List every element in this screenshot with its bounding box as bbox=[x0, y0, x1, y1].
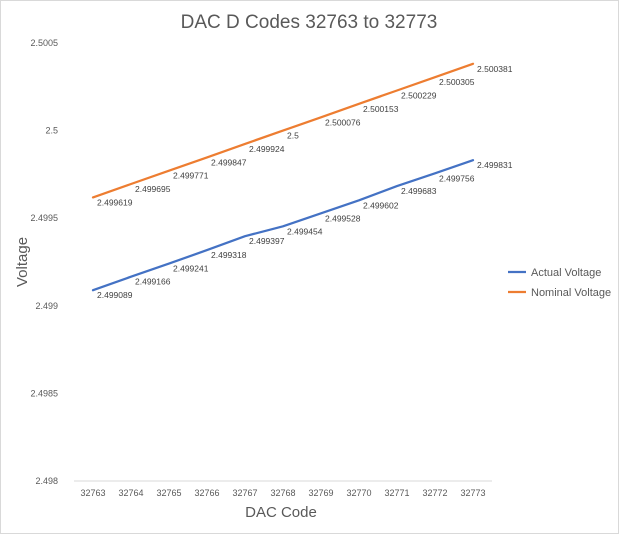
legend: Actual Voltage Nominal Voltage bbox=[508, 267, 611, 299]
x-tick-label: 32770 bbox=[346, 488, 371, 498]
x-tick-label: 32766 bbox=[194, 488, 219, 498]
data-label: 2.499756 bbox=[439, 173, 475, 183]
legend-label: Actual Voltage bbox=[531, 267, 601, 279]
series-line-nominal-voltage bbox=[91, 62, 475, 199]
legend-label: Nominal Voltage bbox=[531, 287, 611, 299]
y-tick-label: 2.499 bbox=[35, 301, 58, 311]
data-label: 2.5 bbox=[287, 131, 299, 141]
x-tick-label: 32769 bbox=[308, 488, 333, 498]
series-lines bbox=[91, 62, 475, 292]
y-tick-label: 2.5005 bbox=[30, 38, 58, 48]
x-tick-label: 32771 bbox=[384, 488, 409, 498]
data-labels: 2.4990892.4991662.4992412.4993182.499397… bbox=[97, 64, 513, 300]
data-label: 2.500153 bbox=[363, 104, 399, 114]
x-tick-label: 32773 bbox=[460, 488, 485, 498]
data-label: 2.499771 bbox=[173, 171, 209, 181]
x-tick-label: 32767 bbox=[232, 488, 257, 498]
x-tick-label: 32772 bbox=[422, 488, 447, 498]
data-label: 2.500305 bbox=[439, 77, 475, 87]
y-tick-label: 2.5 bbox=[45, 126, 58, 136]
series-line-actual-voltage bbox=[91, 159, 475, 292]
x-tick-label: 32765 bbox=[156, 488, 181, 498]
x-tick-label: 32768 bbox=[270, 488, 295, 498]
y-tick-label: 2.4985 bbox=[30, 388, 58, 398]
data-label: 2.499602 bbox=[363, 200, 399, 210]
data-label: 2.499166 bbox=[135, 277, 171, 287]
x-tick-label: 32763 bbox=[80, 488, 105, 498]
y-axis-ticks: 2.5005 2.5 2.4995 2.499 2.4985 2.498 bbox=[30, 38, 58, 486]
data-label: 2.499924 bbox=[249, 144, 285, 154]
data-label: 2.500229 bbox=[401, 90, 437, 100]
data-label: 2.499683 bbox=[401, 186, 437, 196]
data-label: 2.499619 bbox=[97, 197, 133, 207]
x-axis-ticks: 32763 32764 32765 32766 32767 32768 32769 32770… bbox=[80, 488, 485, 498]
x-axis-title: DAC Code bbox=[245, 504, 317, 521]
data-label: 2.499695 bbox=[135, 184, 171, 194]
y-tick-label: 2.498 bbox=[35, 476, 58, 486]
x-tick-label: 32764 bbox=[118, 488, 143, 498]
data-label: 2.499454 bbox=[287, 226, 323, 236]
data-label: 2.499241 bbox=[173, 264, 209, 274]
y-axis-title: Voltage bbox=[14, 237, 31, 287]
data-label: 2.499089 bbox=[97, 290, 133, 300]
data-label: 2.500076 bbox=[325, 117, 361, 127]
data-label: 2.499831 bbox=[477, 160, 513, 170]
data-label: 2.499847 bbox=[211, 157, 247, 167]
data-label: 2.500381 bbox=[477, 64, 513, 74]
data-label: 2.499528 bbox=[325, 213, 361, 223]
data-label: 2.499318 bbox=[211, 250, 247, 260]
chart-title: DAC D Codes 32763 to 32773 bbox=[181, 12, 438, 33]
data-label: 2.499397 bbox=[249, 236, 285, 246]
y-tick-label: 2.4995 bbox=[30, 213, 58, 223]
